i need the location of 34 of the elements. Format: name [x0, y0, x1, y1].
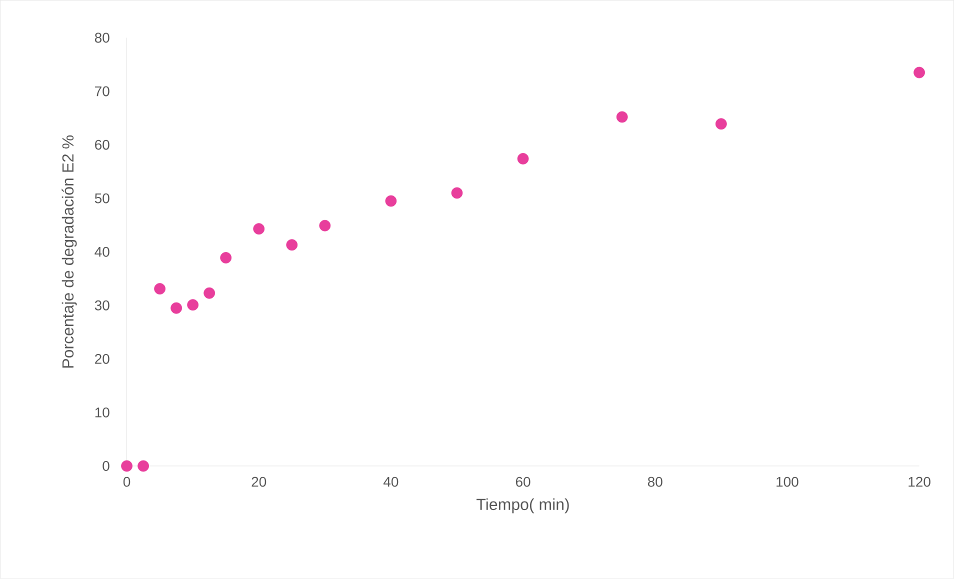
x-tick-label: 80 — [648, 476, 662, 487]
point — [121, 460, 132, 472]
point — [517, 153, 529, 165]
y-tick-label: 0 — [102, 461, 110, 472]
x-tick-label: 20 — [252, 476, 266, 487]
point — [170, 302, 182, 314]
y-tick-label: 40 — [94, 247, 110, 257]
point — [154, 283, 166, 295]
point — [187, 299, 199, 311]
y-tick-label: 20 — [95, 354, 110, 364]
point — [253, 223, 265, 235]
y-tick-label: 10 — [95, 408, 110, 418]
x-tick-label: 120 — [908, 476, 930, 487]
x-tick-label: 0 — [123, 476, 130, 487]
point — [385, 195, 397, 207]
point — [914, 66, 925, 78]
point — [220, 252, 232, 264]
point — [204, 287, 216, 299]
point — [138, 460, 149, 472]
y-tick-label: 60 — [95, 140, 110, 150]
x-axis-title: Tiempo( min) — [476, 498, 569, 514]
x-tick-label: 100 — [776, 476, 798, 487]
y-tick-label: 80 — [94, 32, 110, 43]
x-tick-label: 40 — [383, 476, 398, 487]
point — [451, 187, 463, 199]
y-tick-label: 50 — [94, 193, 110, 204]
y-axis-title: Porcentaje de degradación E2 % — [62, 136, 77, 368]
point — [715, 118, 727, 130]
point — [286, 239, 298, 251]
y-tick-label: 70 — [95, 86, 110, 96]
point — [616, 111, 628, 123]
y-tick-label: 30 — [94, 300, 110, 310]
x-tick-label: 60 — [516, 476, 530, 487]
point — [319, 220, 331, 232]
